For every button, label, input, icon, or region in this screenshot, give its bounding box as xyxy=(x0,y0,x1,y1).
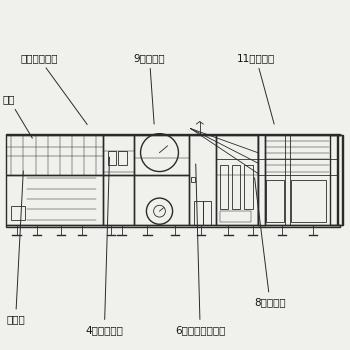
Bar xyxy=(338,135,343,225)
Bar xyxy=(266,180,284,222)
Bar xyxy=(6,225,340,227)
Bar xyxy=(6,134,340,135)
Bar xyxy=(134,175,189,225)
Bar xyxy=(220,211,251,222)
Bar xyxy=(6,135,103,175)
Bar xyxy=(203,201,211,225)
Bar xyxy=(232,164,240,209)
Bar xyxy=(103,135,134,175)
Bar xyxy=(258,135,342,225)
Bar xyxy=(220,164,229,209)
Bar xyxy=(244,164,252,209)
Bar xyxy=(292,180,326,222)
Bar xyxy=(194,201,203,225)
Text: 电机: 电机 xyxy=(3,94,32,138)
Text: 6、上无统布料架: 6、上无统布料架 xyxy=(175,164,225,335)
Text: 上无统布料架: 上无统布料架 xyxy=(20,53,87,125)
Text: 4、控制面板: 4、控制面板 xyxy=(85,157,123,335)
Bar xyxy=(190,177,195,182)
Bar xyxy=(330,135,337,225)
Bar xyxy=(134,135,189,175)
Bar xyxy=(103,175,134,225)
Bar xyxy=(216,135,258,225)
Text: 9、折叠组: 9、折叠组 xyxy=(134,53,165,124)
Bar xyxy=(6,175,103,225)
Text: 11、装袋组: 11、装袋组 xyxy=(237,53,275,124)
Bar xyxy=(285,135,290,225)
Bar xyxy=(258,135,265,225)
Bar xyxy=(189,135,216,225)
Text: 冷却组: 冷却组 xyxy=(6,171,25,325)
Bar xyxy=(108,151,117,164)
Bar xyxy=(12,206,25,220)
Text: 8、切刀组: 8、切刀组 xyxy=(254,178,286,307)
Bar xyxy=(118,151,127,164)
